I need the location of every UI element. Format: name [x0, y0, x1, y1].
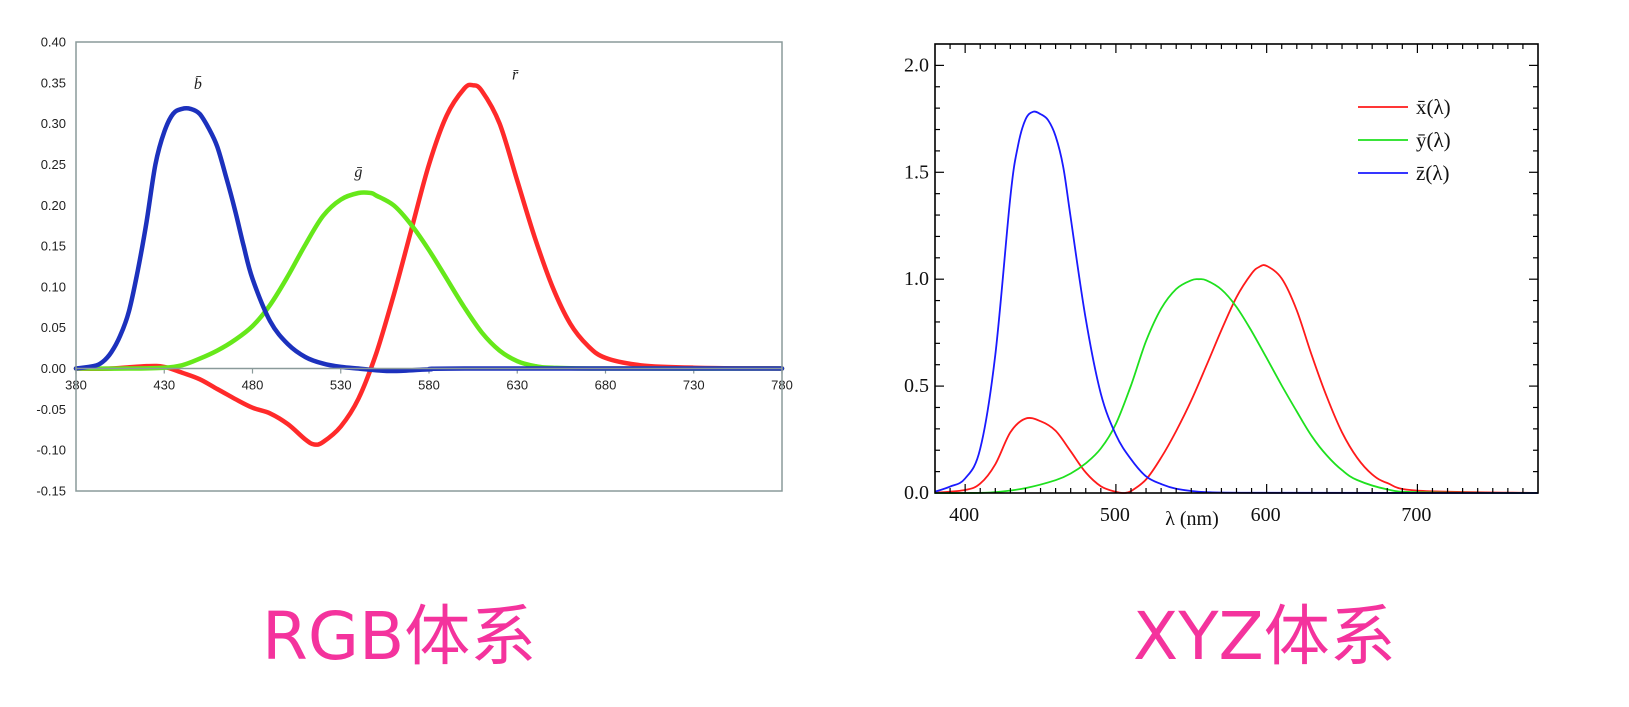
rgb-y-tick-label: 0.20	[41, 198, 66, 213]
rgb-y-ticks: 0.40 0.35 0.30 0.25 0.20 0.15 0.10 0.05 0.00 -0.0…	[36, 35, 66, 499]
rgb-x-tick-label: 480	[242, 378, 264, 393]
xyz-y-tick-label: 1.0	[904, 268, 929, 290]
rgb-y-tick-label: 0.40	[41, 35, 66, 50]
rgb-series-label-1: ḡ	[354, 164, 362, 181]
xyz-series-lines	[934, 110, 1539, 494]
rgb-y-tick-label: 0.05	[41, 320, 66, 335]
xyz-series-line-0	[934, 264, 1539, 494]
xyz-legend-label-0: x̄(λ)	[1416, 95, 1451, 119]
rgb-y-tick-label: 0.15	[41, 239, 66, 254]
rgb-x-tick-label: 730	[683, 378, 705, 393]
xyz-y-tick-label: 2.0	[904, 54, 929, 76]
rgb-y-tick-label: 0.00	[41, 361, 66, 376]
rgb-x-tick-label: 580	[418, 378, 440, 393]
xyz-legend-label-1: ȳ(λ)	[1416, 128, 1451, 152]
rgb-y-tick-label: 0.10	[41, 279, 66, 294]
xyz-x-tick-label: 400	[949, 504, 979, 526]
xyz-legend-label-2: z̄(λ)	[1416, 161, 1450, 185]
xyz-y-tick-label: 0.5	[904, 375, 929, 397]
rgb-x-tick-label: 630	[506, 378, 528, 393]
rgb-y-tick-label: 0.25	[41, 157, 66, 172]
xyz-minor-ticks	[935, 44, 1538, 493]
xyz-y-tick-label: 1.5	[904, 161, 929, 183]
xyz-y-tick-label: 0.0	[904, 482, 929, 504]
xyz-x-tick-label: 600	[1251, 504, 1281, 526]
rgb-series-labels: r̄ ḡ b̄	[194, 66, 519, 181]
xyz-x-axis-label: λ (nm)	[1165, 508, 1219, 530]
rgb-y-tick-label: -0.15	[36, 484, 66, 499]
rgb-series-line-0	[73, 82, 785, 447]
xyz-x-tick-label: 700	[1401, 504, 1431, 526]
rgb-series-lines	[73, 82, 785, 447]
rgb-series-line-2	[73, 106, 785, 374]
rgb-x-tick-label: 680	[595, 378, 617, 393]
xyz-legend: x̄(λ) ȳ(λ) z̄(λ)	[1358, 95, 1451, 185]
xyz-series-line-1	[934, 278, 1539, 494]
xyz-y-ticks: 0.0 0.5 1.0 1.5 2.0	[904, 54, 929, 504]
rgb-series-label-0: r̄	[512, 66, 519, 83]
xyz-series-line-2	[934, 110, 1539, 494]
rgb-x-tick-label: 530	[330, 378, 352, 393]
xyz-caption: XYZ体系	[1133, 598, 1396, 675]
rgb-y-tick-label: 0.30	[41, 116, 66, 131]
xyz-x-tick-label: 500	[1100, 504, 1130, 526]
rgb-y-tick-label: -0.05	[36, 402, 66, 417]
rgb-series-line-1	[73, 190, 785, 371]
rgb-y-tick-label: 0.35	[41, 75, 66, 90]
rgb-plot-frame	[75, 41, 783, 492]
xyz-x-ticks: 400 500 600 700	[949, 504, 1431, 526]
rgb-x-tick-label: 430	[153, 378, 175, 393]
rgb-series-label-2: b̄	[194, 76, 202, 93]
rgb-caption: RGB体系	[262, 598, 537, 675]
rgb-y-tick-label: -0.10	[36, 443, 66, 458]
